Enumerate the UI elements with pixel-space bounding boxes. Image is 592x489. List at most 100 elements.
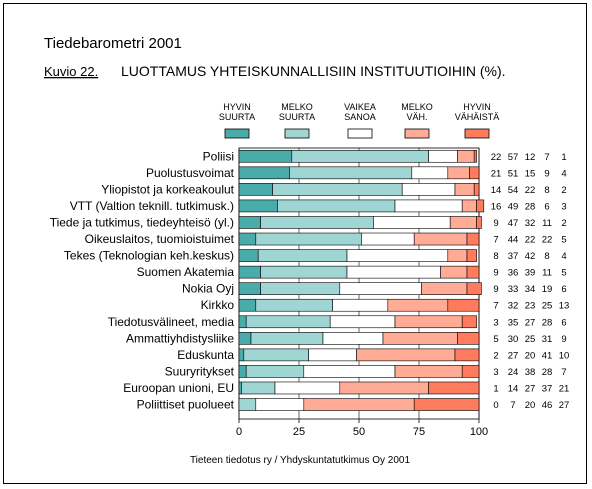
bar-segment <box>238 348 245 362</box>
bar-segment <box>387 298 449 312</box>
value-cell: 27 <box>508 350 519 361</box>
value-cell: 21 <box>559 383 570 394</box>
bar-segment <box>260 282 341 295</box>
category-label: VTT (Valtion teknill. tutkimusk.) <box>70 199 234 213</box>
value-cell: 11 <box>542 268 552 279</box>
value-cell: 8 <box>544 251 549 262</box>
legend-label: VÄH. <box>406 112 427 122</box>
legend-label: VAIKEA <box>344 102 376 112</box>
value-cell: 23 <box>525 301 536 312</box>
bar-segment <box>245 365 305 378</box>
value-cell: 8 <box>544 185 549 196</box>
bar-segment <box>238 332 252 345</box>
value-cell: 20 <box>525 350 536 361</box>
bar-segment <box>447 166 470 180</box>
bar-segment <box>277 199 396 213</box>
value-cell: 32 <box>525 218 536 229</box>
bar-segment <box>447 298 480 312</box>
legend-label: VÄHÄISTÄ <box>455 112 500 122</box>
bar-segment <box>332 298 389 312</box>
legend-label: SUURTA <box>219 112 255 122</box>
bar-segment <box>238 381 242 395</box>
bar-segment <box>466 249 477 262</box>
category-label: Kirkko <box>201 298 235 312</box>
bars <box>238 149 485 411</box>
value-cell: 4 <box>561 251 566 262</box>
category-label: Tiede ja tutkimus, tiedeyhteisö (yl.) <box>50 215 234 229</box>
value-cell: 7 <box>510 400 515 411</box>
value-cell: 3 <box>493 367 498 378</box>
bar-segment <box>238 398 257 411</box>
chart-canvas: Tiedebarometri 2001 Kuvio 22. LUOTTAMUS … <box>44 35 570 466</box>
value-cell: 27 <box>559 400 570 411</box>
value-cell: 28 <box>525 201 536 212</box>
bar-segment <box>257 249 348 262</box>
x-tick-label: 50 <box>353 426 365 438</box>
bar-segment <box>238 149 293 163</box>
value-cell: 12 <box>525 152 536 163</box>
bar-segment <box>238 183 273 196</box>
bar-segment <box>401 183 456 196</box>
legend-swatch <box>284 128 310 139</box>
bar-segment <box>238 265 261 279</box>
value-cell: 31 <box>542 334 553 345</box>
value-cell: 47 <box>508 218 519 229</box>
value-cell: 21 <box>491 168 502 179</box>
value-table: 22 57 12 7 121 51 15 9 414 54 22 8 216 49 28 6 39 47 32 11 2… <box>491 152 570 411</box>
legend-label: SUURTA <box>279 112 315 122</box>
value-cell: 3 <box>561 201 566 212</box>
x-tick-label: 25 <box>293 426 305 438</box>
bar-segment <box>466 265 480 279</box>
value-cell: 6 <box>561 284 566 295</box>
bar-segment <box>303 365 396 378</box>
value-cell: 35 <box>508 317 519 328</box>
value-cell: 25 <box>525 334 536 345</box>
value-cell: 20 <box>525 400 536 411</box>
category-label: Poliisi <box>203 149 234 163</box>
bar-segment <box>473 183 480 196</box>
legend-label: MELKO <box>401 102 433 112</box>
bar-segment <box>421 282 468 295</box>
value-cell: 30 <box>508 334 519 345</box>
value-cell: 16 <box>491 201 502 212</box>
value-cell: 39 <box>525 268 536 279</box>
bar-segment <box>241 381 276 395</box>
value-cell: 7 <box>493 235 498 246</box>
bar-segment <box>238 298 257 312</box>
bar-segment <box>260 265 348 279</box>
x-tick-label: 75 <box>413 426 425 438</box>
value-cell: 28 <box>542 317 553 328</box>
value-cell: 2 <box>561 218 566 229</box>
value-cell: 5 <box>561 268 566 279</box>
x-tick-label: 0 <box>236 426 242 438</box>
category-label: Ammattiyhdistysliike <box>126 331 234 345</box>
value-cell: 51 <box>508 168 519 179</box>
value-cell: 8 <box>493 251 498 262</box>
value-cell: 14 <box>491 185 502 196</box>
x-tick-label: 100 <box>470 426 488 438</box>
bar-segment <box>361 232 415 246</box>
bar-segment <box>356 348 456 362</box>
figure-label: Kuvio 22. <box>44 64 98 79</box>
legend-label: SANOA <box>344 112 376 122</box>
category-label: Eduskunta <box>177 348 234 362</box>
bar-segment <box>339 282 422 295</box>
value-cell: 9 <box>544 168 549 179</box>
legend-label: HYVIN <box>463 102 491 112</box>
bar-segment <box>428 149 458 163</box>
bar-segment <box>238 199 278 213</box>
value-cell: 9 <box>561 334 566 345</box>
bar-segment <box>255 398 305 411</box>
value-cell: 28 <box>542 367 553 378</box>
bar-segment <box>476 199 485 213</box>
source-note: Tieteen tiedotus ry / Yhdyskuntatutkimus… <box>190 455 411 466</box>
bar-segment <box>469 166 480 180</box>
bar-segment <box>274 381 341 395</box>
value-cell: 33 <box>508 284 519 295</box>
value-cell: 42 <box>525 251 536 262</box>
value-cell: 4 <box>561 168 566 179</box>
bar-segment <box>454 348 480 362</box>
legend: HYVINSUURTAMELKOSUURTAVAIKEASANOAMELKOVÄ… <box>219 102 500 139</box>
bar-segment <box>457 149 475 163</box>
bar-segment <box>449 216 477 229</box>
